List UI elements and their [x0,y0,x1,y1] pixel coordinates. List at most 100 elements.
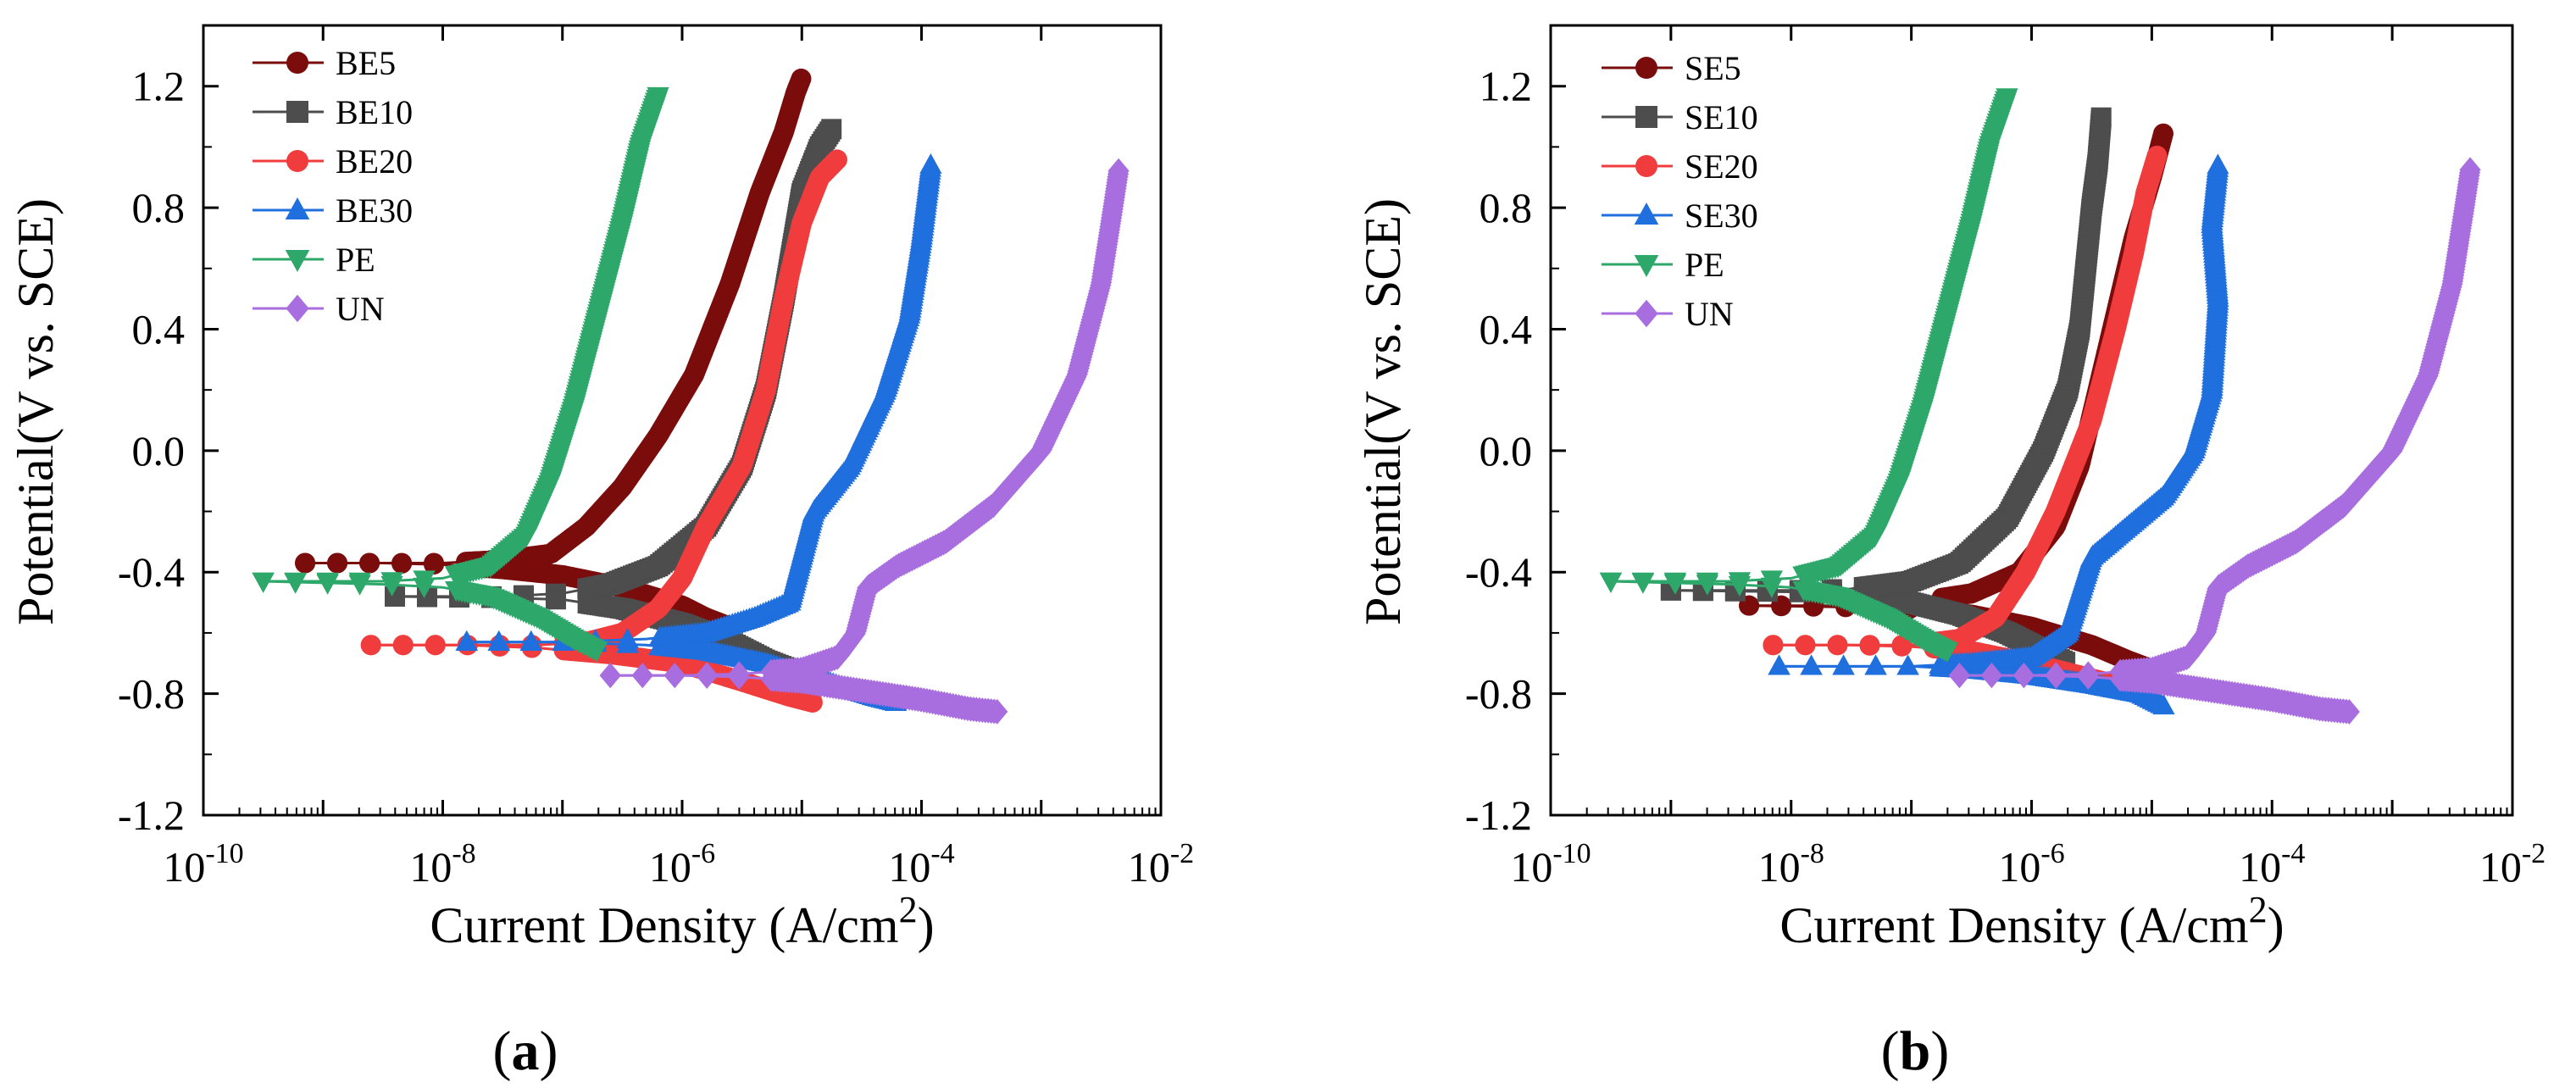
data-point [1663,572,1687,593]
plot-frame [1549,24,2514,817]
data-point [1795,635,1816,656]
data-point [2338,699,2360,725]
x-tick-label: 10-6 [1998,838,2064,891]
legend-label: UN [336,290,385,328]
data-point [284,572,307,593]
data-point [2459,157,2481,183]
y-axis-title: Potential(V vs. SCE) [8,198,64,625]
x-tick-label: 10-10 [163,838,243,891]
data-point [413,570,436,591]
data-point [2077,661,2099,687]
data-point [1832,654,1855,675]
data-point [2207,153,2229,175]
data-point [2012,663,2035,689]
legend-marker [285,197,310,220]
data-point [1728,572,1752,593]
y-axis-title: Potential(V vs. SCE) [1355,198,1411,625]
series-pe [252,86,669,663]
data-point [1108,158,1130,184]
series-se10 [1660,107,2112,673]
data-point [919,153,942,174]
data-point [295,552,316,574]
data-point [728,661,750,687]
data-point [986,698,1008,724]
data-point [455,630,478,651]
y-tick-label: 0.8 [1480,184,1533,231]
legend-label: UN [1685,295,1734,333]
chart-panel-a: 10-10 10-8 10-6 10-4 10-2 -1.2 -0.8 -0.4 0.0 0.4 0… [8,24,1194,953]
legend: SE5 SE10 SE20 SE30 PE UN [1602,49,1758,333]
x-tick-label: 10-2 [1128,838,1194,891]
legend-marker [286,101,308,123]
data-point [791,68,812,89]
data-point [599,663,621,689]
series-group [1599,88,2481,725]
data-point [631,663,653,689]
legend-marker [285,249,310,272]
legend-label: SE5 [1685,49,1741,87]
series-be20 [360,149,847,713]
data-point [360,635,381,656]
y-tick-label: -1.2 [1465,791,1532,839]
data-point [1760,570,1784,591]
legend-marker [1634,203,1659,225]
data-point [392,635,414,656]
data-point [316,572,339,593]
data-point [2152,123,2174,144]
data-point [2146,145,2168,166]
data-point [802,691,823,713]
y-tick-label: -0.8 [118,670,185,718]
panel-label-b: (b) [1881,1020,1950,1082]
y-tick-label: -0.4 [118,548,185,596]
y-tick-label: 0.4 [132,305,186,352]
data-point [1996,88,2018,109]
data-point [663,663,686,689]
x-axis-title: Current Density (A/cm2) [430,889,934,953]
data-point [545,583,566,604]
y-tick-label: 0.0 [1480,427,1533,475]
x-tick-label: 10-4 [2239,838,2305,891]
legend-marker [286,294,309,323]
series-group [252,68,1130,724]
data-point [1763,635,1784,656]
legend-marker [1635,155,1657,177]
data-point [1800,654,1823,675]
data-point [2090,107,2112,128]
y-tick-label: 0.8 [132,184,186,231]
data-point [647,86,669,108]
data-point [359,552,380,574]
legend-label: BE5 [336,44,396,82]
legend-label: SE20 [1685,147,1758,186]
series-pe [1599,88,2018,663]
x-tick-label: 10-2 [2479,838,2545,891]
y-tick-label: 1.2 [1480,63,1533,110]
legend-label: SE30 [1685,197,1758,235]
data-point [1827,635,1848,656]
panel-label-a: (a) [493,1020,558,1082]
data-point [348,572,371,593]
x-tick-label: 10-8 [409,838,475,891]
data-point [327,552,348,574]
x-axis-title: Current Density (A/cm2) [1779,889,2284,953]
data-point [1891,635,1913,656]
data-point [2045,662,2067,688]
y-tick-label: 0.0 [132,427,186,475]
data-point [380,572,403,593]
series-be30 [455,153,942,712]
data-point [696,662,718,688]
y-tick-label: -0.4 [1465,548,1532,596]
data-point [2152,694,2175,715]
y-tick-label: 0.4 [1480,305,1533,352]
data-point [1948,663,1970,689]
legend-marker [1635,57,1657,79]
data-point [487,630,510,651]
legend-marker [1635,106,1657,128]
data-point [1859,635,1880,656]
y-tick-label: -1.2 [118,791,185,839]
data-point [1768,654,1790,675]
data-point [1599,572,1623,593]
legend-label: PE [336,241,375,279]
data-point [1631,572,1655,593]
data-point [1696,572,1719,593]
